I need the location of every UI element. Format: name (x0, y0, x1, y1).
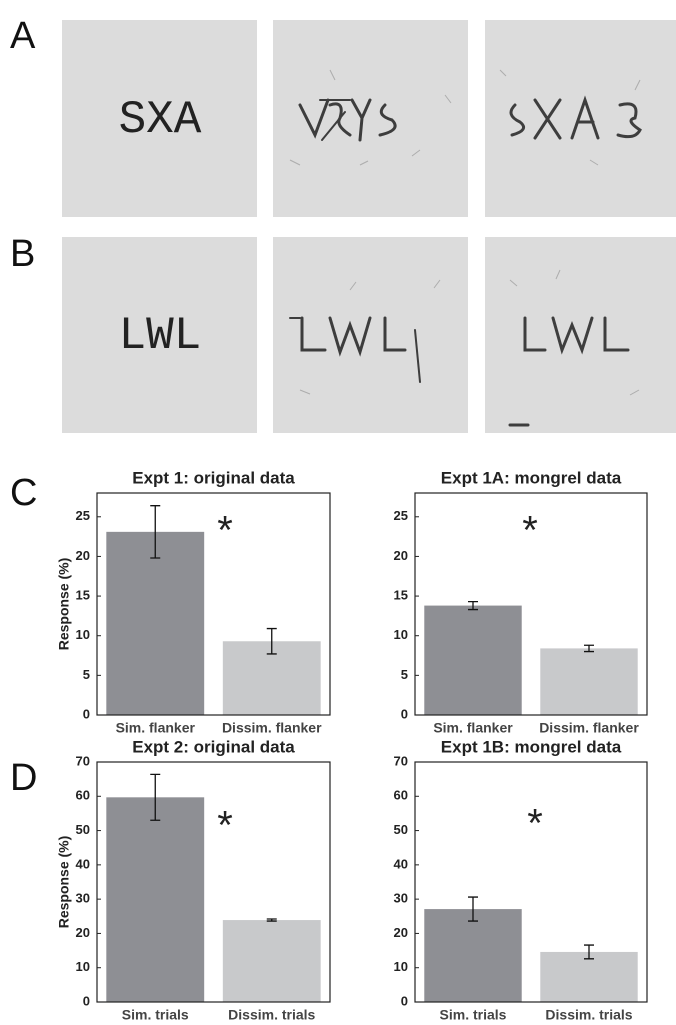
chart-title: Expt 2: original data (132, 737, 295, 756)
annotation: * (217, 509, 233, 553)
x-tick-label: Dissim. flanker (222, 720, 322, 736)
x-tick-label: Dissim. trials (545, 1007, 632, 1023)
y-tick-label: 20 (394, 925, 408, 940)
x-tick-label: Dissim. trials (228, 1007, 315, 1023)
y-tick-label: 60 (76, 788, 90, 803)
image-panel (485, 237, 676, 433)
y-tick-label: 40 (76, 856, 90, 871)
stimulus: SXA (119, 94, 202, 146)
annotation: * (217, 804, 233, 848)
y-tick-label: 15 (76, 588, 90, 603)
y-axis-label: Response (%) (56, 558, 72, 651)
panel-label: B (10, 233, 35, 275)
bar (106, 532, 204, 715)
y-tick-label: 30 (394, 891, 408, 906)
y-tick-label: 10 (394, 627, 408, 642)
y-tick-label: 70 (394, 753, 408, 768)
bar (223, 920, 321, 1002)
y-tick-label: 30 (76, 891, 90, 906)
x-tick-label: Dissim. flanker (539, 720, 639, 736)
x-tick-label: Sim. flanker (433, 720, 513, 736)
y-tick-label: 10 (76, 959, 90, 974)
y-tick-label: 70 (76, 753, 90, 768)
image-panels: SXA LWL (62, 20, 676, 433)
panel-label: A (10, 15, 36, 57)
y-tick-label: 40 (394, 856, 408, 871)
panel-label: D (10, 757, 37, 799)
y-tick-label: 5 (83, 667, 90, 682)
y-tick-label: 10 (76, 627, 90, 642)
y-axis-label: Response (%) (56, 836, 72, 929)
annotation: * (522, 509, 538, 553)
chart-title: Expt 1B: mongrel data (441, 737, 622, 756)
y-tick-label: 10 (394, 959, 408, 974)
x-tick-label: Sim. flanker (116, 720, 196, 736)
image-panel (273, 20, 468, 217)
bar (106, 797, 204, 1002)
y-tick-label: 50 (76, 822, 90, 837)
bar (424, 909, 521, 1002)
y-tick-label: 0 (401, 993, 408, 1008)
chart-title: Expt 1: original data (132, 468, 295, 487)
y-tick-label: 20 (76, 548, 90, 563)
chart-title: Expt 1A: mongrel data (441, 468, 622, 487)
bar (540, 952, 637, 1002)
figure: SXA LWL A B C D Expt 1: original data Res… (0, 0, 676, 1025)
x-tick-label: Sim. trials (122, 1007, 189, 1023)
y-tick-label: 0 (83, 706, 90, 721)
annotation: * (527, 802, 543, 846)
y-tick-label: 25 (394, 508, 408, 523)
bar (540, 648, 637, 715)
x-tick-label: Sim. trials (440, 1007, 507, 1023)
y-tick-label: 0 (401, 706, 408, 721)
bar (424, 606, 521, 715)
y-tick-label: 25 (76, 508, 90, 523)
y-tick-label: 0 (83, 993, 90, 1008)
stimulus: LWL (119, 310, 202, 362)
y-tick-label: 60 (394, 788, 408, 803)
panel-label: C (10, 472, 37, 514)
y-tick-label: 5 (401, 667, 408, 682)
y-tick-label: 20 (394, 548, 408, 563)
y-tick-label: 20 (76, 925, 90, 940)
y-tick-label: 15 (394, 588, 408, 603)
y-tick-label: 50 (394, 822, 408, 837)
